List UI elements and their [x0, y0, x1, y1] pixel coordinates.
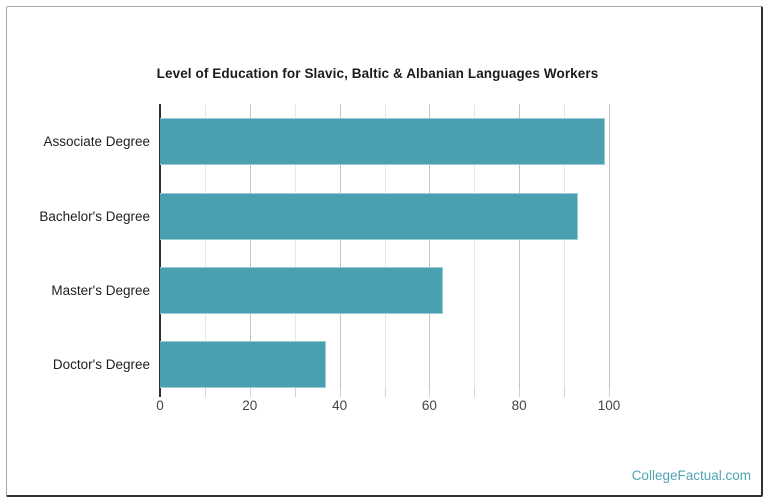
- x-tick-label-20: 20: [242, 398, 258, 413]
- bar-bachelor-s-degree: [160, 193, 578, 240]
- category-label-master-s-degree: Master's Degree: [51, 283, 150, 298]
- minor-gridline-30: [295, 104, 296, 388]
- x-tick-mark-30: [295, 388, 296, 397]
- watermark-link[interactable]: CollegeFactual.com: [631, 468, 751, 483]
- major-gridline-60: [429, 104, 430, 388]
- major-gridline-40: [340, 104, 341, 388]
- minor-gridline-50: [385, 104, 386, 388]
- x-tick-mark-50: [385, 388, 386, 397]
- category-label-doctor-s-degree: Doctor's Degree: [52, 357, 150, 372]
- major-gridline-100: [609, 104, 610, 388]
- plot-area: Associate Degree Bachelor's Degree Master'…: [39, 104, 620, 413]
- minor-gridline-10: [205, 104, 206, 388]
- x-tick-label-40: 40: [332, 398, 348, 413]
- x-tick-label-60: 60: [421, 398, 437, 413]
- x-tick-mark-80: [519, 388, 520, 397]
- chart-title: Level of Education for Slavic, Baltic & …: [156, 66, 599, 81]
- minor-gridline-90: [564, 104, 565, 388]
- x-tick-mark-20: [250, 388, 251, 397]
- bar-master-s-degree: [160, 267, 443, 314]
- x-tick-mark-100: [609, 388, 610, 397]
- x-tick-label-100: 100: [597, 398, 621, 413]
- x-tick-mark-70: [474, 388, 475, 397]
- x-tick-mark-40: [340, 388, 341, 397]
- major-gridline-80: [519, 104, 520, 388]
- minor-gridline-70: [474, 104, 475, 388]
- x-tick-mark-90: [564, 388, 565, 397]
- y-axis-line: [159, 104, 161, 397]
- category-label-bachelor-s-degree: Bachelor's Degree: [39, 209, 150, 224]
- x-tick-label-0: 0: [156, 398, 164, 413]
- bar-doctor-s-degree: [160, 341, 327, 388]
- x-tick-label-80: 80: [511, 398, 527, 413]
- bar-associate-degree: [160, 118, 605, 165]
- major-gridline-20: [250, 104, 251, 388]
- x-tick-mark-10: [205, 388, 206, 397]
- chart-card: Level of Education for Slavic, Baltic & …: [6, 6, 763, 497]
- category-label-associate-degree: Associate Degree: [43, 134, 150, 149]
- x-tick-mark-60: [429, 388, 430, 397]
